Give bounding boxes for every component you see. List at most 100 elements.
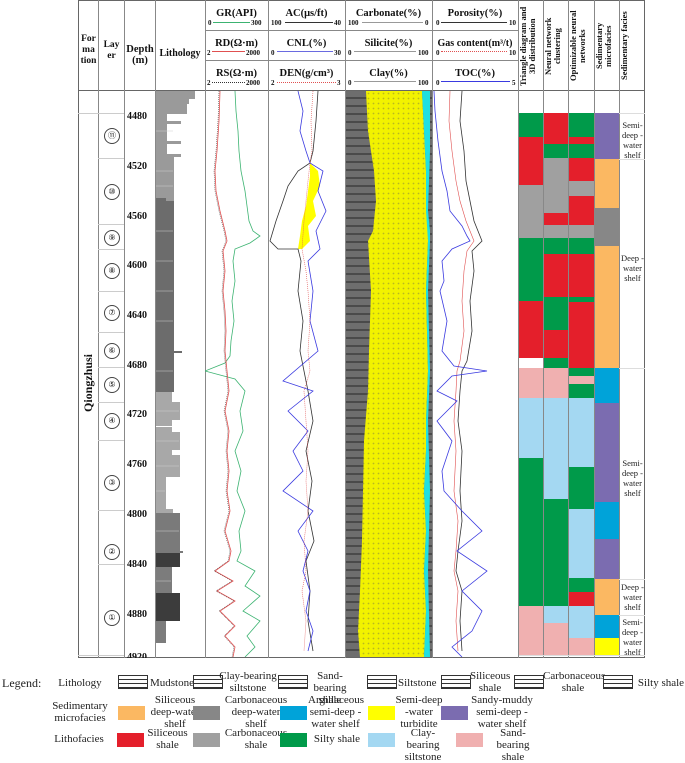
lithofacies-block bbox=[569, 181, 594, 196]
clay-bearing-siltstone-swatch bbox=[193, 675, 223, 689]
lithofacies-block bbox=[569, 606, 594, 638]
layer-9: ⑨ bbox=[104, 230, 120, 246]
legend-title: Legend: bbox=[2, 676, 42, 690]
depth-tick: 4680 bbox=[127, 360, 147, 371]
lithofacies-block bbox=[569, 254, 594, 297]
layer-sep bbox=[98, 113, 124, 114]
silty-shale-swatch bbox=[603, 675, 633, 689]
legend-microfacies-item: Semi-deep -water turbidite bbox=[395, 694, 443, 730]
lithofacies-block bbox=[544, 358, 568, 368]
depth-header: Depth (m) bbox=[126, 44, 154, 66]
microfacies-block bbox=[595, 113, 619, 159]
microfacies-header: Sedimentary microfacies bbox=[594, 22, 613, 70]
depth-tick: 4640 bbox=[127, 310, 147, 321]
microfacies-swatch-1 bbox=[193, 706, 220, 720]
cnl-scale-min: 0 bbox=[271, 49, 275, 57]
lithofacies-swatch-2 bbox=[280, 733, 307, 747]
depth-tick: 4760 bbox=[127, 459, 147, 470]
toc-scale-min: 0 bbox=[436, 79, 440, 87]
gr-curve-label: GR(API) bbox=[216, 8, 257, 19]
formation-name: Qiongzhusi bbox=[81, 353, 95, 413]
layer-1: ① bbox=[104, 610, 120, 626]
cnl-line-swatch bbox=[277, 51, 333, 52]
lithofacies-block bbox=[519, 606, 543, 655]
layer-5: ⑤ bbox=[104, 377, 120, 393]
lithofacies-block bbox=[519, 458, 543, 606]
gr-scale-max: 300 bbox=[251, 19, 262, 27]
gas-scale-min: 0 bbox=[436, 49, 440, 57]
siliceous-shale-swatch bbox=[441, 675, 471, 689]
lithofacies-block bbox=[519, 301, 543, 358]
depth-tick: 4480 bbox=[127, 111, 147, 122]
lithofacies-block bbox=[544, 398, 568, 499]
col-sep bbox=[155, 0, 156, 658]
legend-lith-item: Sand-bearing shale bbox=[313, 670, 347, 706]
layer-sep bbox=[98, 367, 124, 368]
carbonate-scale-min: 100 bbox=[348, 19, 359, 27]
rs-scale-min: 2 bbox=[207, 79, 211, 87]
facies-sep bbox=[619, 368, 645, 369]
silicite-scale-min: 0 bbox=[348, 49, 352, 57]
silicite-scale-max: 100 bbox=[418, 49, 429, 57]
silicite-area bbox=[358, 91, 430, 657]
lithofacies-block bbox=[544, 238, 568, 254]
lithofacies-block bbox=[569, 113, 594, 137]
legend-lithofacies-item: Sand-bearing shale bbox=[496, 727, 530, 763]
gas-content-curve bbox=[448, 91, 475, 652]
depth-tick: 4560 bbox=[127, 211, 147, 222]
ac-curve bbox=[269, 91, 319, 652]
lithofacies-block bbox=[544, 213, 568, 225]
porosity-curve-label: Porosity(%) bbox=[447, 8, 503, 19]
microfacies-block bbox=[595, 159, 619, 208]
siltstone-swatch bbox=[367, 675, 397, 689]
toc-scale-max: 5 bbox=[512, 79, 516, 87]
layer-7: ⑦ bbox=[104, 305, 120, 321]
layer-8: ⑧ bbox=[104, 263, 120, 279]
cnl-scale-max: 30 bbox=[334, 49, 341, 57]
mudstone-swatch bbox=[118, 675, 148, 689]
ac-line-swatch bbox=[285, 22, 333, 23]
clay-scale-max: 100 bbox=[418, 79, 429, 87]
col-sep bbox=[268, 0, 269, 658]
rs-curve bbox=[213, 91, 235, 657]
facies-sep bbox=[619, 615, 645, 616]
col-sep bbox=[518, 0, 519, 658]
lithofacies-block bbox=[544, 158, 568, 213]
porosity-scale-min: 0 bbox=[436, 19, 440, 27]
legend-lithofacies-item: Siliceous shale bbox=[147, 727, 188, 751]
lithofacies-block bbox=[519, 113, 543, 137]
track-header-sep bbox=[205, 30, 518, 31]
layer-3: ③ bbox=[104, 475, 120, 491]
den-scale-max: 3 bbox=[337, 79, 341, 87]
clay-curve-label: Clay(%) bbox=[369, 68, 408, 79]
legend-lith-item: Clay-bearing siltstone bbox=[219, 670, 277, 694]
den-line-swatch bbox=[277, 82, 336, 83]
lithofacies-block bbox=[569, 302, 594, 368]
col-sep bbox=[432, 0, 433, 658]
toc-line-swatch bbox=[441, 81, 510, 82]
lithofacies-block bbox=[569, 137, 594, 144]
lithofacies-block bbox=[544, 368, 568, 398]
microfacies-swatch-4 bbox=[441, 706, 468, 720]
lithofacies-block bbox=[569, 509, 594, 578]
toc-curve bbox=[433, 91, 488, 657]
track2-curves bbox=[269, 91, 327, 652]
microfacies-block bbox=[595, 539, 619, 579]
lithofacies-block bbox=[569, 196, 594, 225]
microfacies-block bbox=[595, 368, 619, 403]
ac-scale-min: 100 bbox=[271, 19, 282, 27]
col-sep bbox=[205, 0, 206, 658]
lithofacies-block bbox=[569, 238, 594, 254]
porosity-curve bbox=[455, 91, 483, 652]
legend-lith-item: Mudstone bbox=[150, 677, 194, 689]
layer-sep bbox=[98, 510, 124, 511]
formation-top-line bbox=[78, 113, 98, 114]
facies-label: Semi- deep -water shelf bbox=[621, 617, 643, 657]
depth-tick: 4880 bbox=[127, 609, 147, 620]
facies-label: Semi- deep -water shelf bbox=[621, 120, 643, 160]
lithofacies-block bbox=[519, 185, 543, 238]
lithofacies-block bbox=[569, 225, 594, 238]
carbonate-line-swatch bbox=[362, 22, 423, 23]
ac-scale-max: 40 bbox=[334, 19, 341, 27]
depth-tick: 4920 bbox=[127, 652, 147, 658]
